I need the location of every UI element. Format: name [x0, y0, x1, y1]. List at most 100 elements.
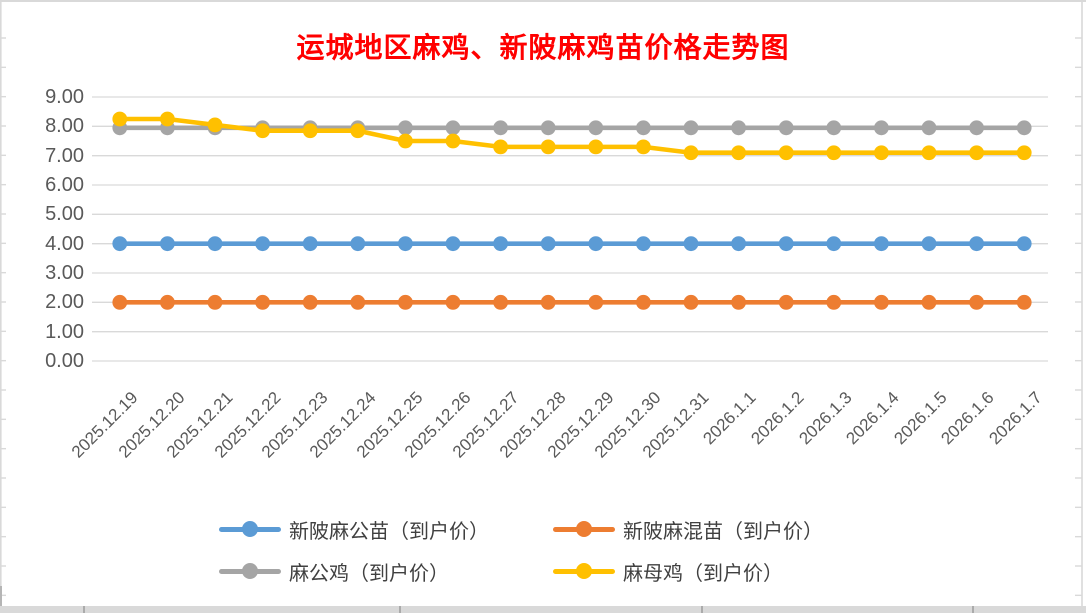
legend-item-mamuji[interactable]: 麻母鸡（到户价） [553, 558, 783, 585]
data-point [493, 139, 508, 155]
data-point [921, 294, 937, 310]
data-point [683, 120, 699, 136]
data-point [350, 294, 366, 310]
data-point [398, 120, 413, 136]
data-point [636, 236, 651, 252]
data-point [207, 236, 223, 252]
y-tick-label: 5.00 [45, 203, 84, 226]
cell-border-tick [972, 606, 974, 613]
data-point [683, 294, 699, 310]
data-point [160, 236, 175, 252]
cell-border-tick [83, 606, 85, 613]
y-tick-label: 0.00 [45, 350, 84, 372]
data-point [302, 123, 318, 139]
data-point [874, 236, 889, 252]
data-point [778, 294, 794, 310]
data-point [540, 236, 556, 252]
data-point [398, 236, 413, 252]
data-point [445, 236, 461, 252]
y-tick-label: 1.00 [45, 320, 84, 343]
data-point [112, 294, 128, 310]
window-bottom-edge [0, 606, 1086, 613]
legend-label: 新陂麻公苗（到户价） [289, 520, 489, 543]
legend-marker-blue-icon [219, 516, 281, 542]
data-point [302, 236, 318, 252]
data-point [540, 120, 556, 136]
data-point [969, 120, 984, 136]
data-point [921, 120, 937, 136]
data-point [255, 123, 270, 139]
legend-label: 麻公鸡（到户价） [289, 562, 449, 585]
data-point [778, 236, 794, 252]
y-tick-label: 7.00 [45, 144, 84, 167]
y-tick-label: 8.00 [45, 115, 84, 138]
cell-border-stub [0, 586, 2, 606]
data-point [445, 120, 461, 136]
data-point [921, 145, 937, 161]
data-point [874, 145, 889, 161]
data-point [1016, 294, 1032, 310]
y-tick-label: 6.00 [45, 174, 84, 196]
legend-item-xinpima-hunmiao[interactable]: 新陂麻混苗（到户价） [553, 516, 823, 543]
data-point [731, 294, 746, 310]
data-point [398, 294, 413, 310]
data-point [493, 236, 508, 252]
data-point [874, 120, 889, 136]
data-point [540, 139, 556, 155]
data-point [636, 139, 651, 155]
data-point [255, 294, 270, 310]
data-point [636, 294, 651, 310]
data-point [826, 120, 842, 136]
data-point [493, 294, 508, 310]
data-point [350, 236, 366, 252]
data-point [1016, 236, 1032, 252]
y-tick-label: 9.00 [45, 86, 84, 108]
data-point [207, 117, 223, 133]
data-point [588, 294, 604, 310]
data-point [683, 145, 699, 161]
y-tick-label: 2.00 [45, 291, 84, 314]
data-point [731, 145, 746, 161]
data-point [1016, 145, 1032, 161]
data-point [1016, 120, 1032, 136]
legend-label: 新陂麻混苗（到户价） [623, 520, 823, 543]
data-point [445, 133, 461, 149]
data-point [112, 111, 128, 127]
series-line-3 [117, 116, 1027, 156]
data-point [969, 294, 984, 310]
data-point [207, 294, 223, 310]
data-point [636, 120, 651, 136]
data-point [112, 236, 128, 252]
data-point [731, 120, 746, 136]
data-point [493, 120, 508, 136]
legend-item-xinpima-gongmiao[interactable]: 新陂麻公苗（到户价） [219, 516, 489, 543]
data-point [588, 120, 604, 136]
data-point [731, 236, 746, 252]
data-point [160, 111, 175, 127]
data-point [874, 294, 889, 310]
data-point [921, 236, 937, 252]
data-point [826, 145, 842, 161]
data-point [540, 294, 556, 310]
legend-marker-orange-icon [553, 516, 615, 542]
data-point [588, 139, 604, 155]
cell-border-tick [399, 606, 401, 613]
data-point [445, 294, 461, 310]
y-tick-label: 4.00 [45, 232, 84, 255]
legend-label: 麻母鸡（到户价） [623, 562, 783, 585]
data-point [826, 294, 842, 310]
legend-marker-yellow-icon [553, 558, 615, 584]
data-point [350, 123, 366, 139]
data-point [969, 145, 984, 161]
data-point [778, 145, 794, 161]
data-point [826, 236, 842, 252]
legend-marker-gray-icon [219, 558, 281, 584]
data-point [778, 120, 794, 136]
chart-title: 运城地区麻鸡、新陂麻鸡苗价格走势图 [296, 33, 790, 64]
legend-item-magongji[interactable]: 麻公鸡（到户价） [219, 558, 449, 585]
data-point [302, 294, 318, 310]
data-point [255, 236, 270, 252]
data-point [588, 236, 604, 252]
